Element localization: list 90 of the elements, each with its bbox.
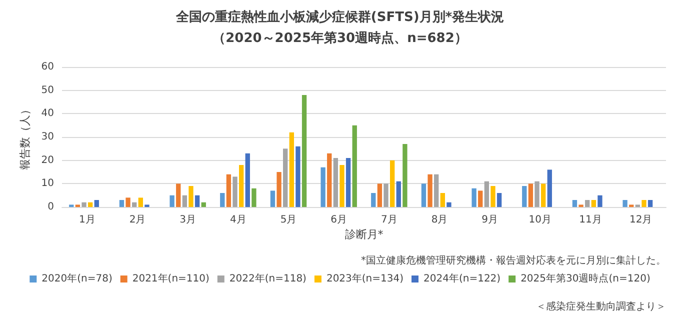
bar [176,184,181,207]
bar [490,186,496,207]
legend-label: 2020年(n=78) [42,272,112,284]
bar [226,174,232,207]
bar [478,190,483,207]
bar [434,174,439,207]
y-tick-label: 0 [48,202,54,212]
bar [472,188,476,207]
bar [182,195,188,207]
legend-label: 2025年第30週時点(n=120) [520,272,650,284]
bar [446,202,452,207]
bar [585,200,590,207]
legend-label: 2022年(n=118) [229,272,307,284]
y-tick-label: 50 [41,84,54,96]
bar [528,184,534,207]
bar [270,190,276,207]
bar [245,153,250,207]
y-tick-label: 20 [41,154,54,166]
x-tick-label: 5月 [280,214,297,226]
bar [371,193,376,207]
bar [302,95,307,207]
x-tick-label: 11月 [579,214,602,226]
bar [138,198,143,207]
bar [252,188,256,207]
bar [126,198,130,207]
bar [88,202,93,207]
y-axis-title: 報告数（人） [18,104,32,170]
bar [622,200,628,207]
bar [421,184,426,207]
bar [346,158,351,207]
bar [440,193,445,207]
bar [496,193,502,207]
bar [119,200,124,207]
bar [598,195,602,207]
bar [132,202,137,207]
bar [642,200,646,207]
bar [591,200,596,207]
x-tick-label: 3月 [180,214,196,226]
bar [201,202,206,207]
bar [94,200,99,207]
bar [327,153,332,207]
x-tick-label: 8月 [431,214,448,226]
bar [352,125,357,207]
bar [648,200,653,207]
bar [534,181,540,207]
bar [170,195,174,207]
bar [283,148,288,207]
legend-label: 2023年(n=134) [326,272,404,284]
x-axis-title: 診断月* [344,228,384,241]
bar [194,195,200,207]
legend-label: 2021年(n=110) [132,272,210,284]
x-tick-label: 12月 [629,214,652,226]
x-tick-label: 6月 [330,214,348,226]
x-tick-label: 1月 [78,214,96,226]
bar [572,200,578,207]
bar [547,170,552,207]
x-tick-label: 4月 [230,214,246,226]
bar [82,202,86,207]
bar [276,172,282,207]
bar [232,176,238,207]
y-tick-label: 60 [41,62,54,72]
text: ＜感染症発生動向調査より＞ [536,300,666,312]
bar [188,186,194,207]
y-tick-label: 40 [41,108,54,120]
x-tick-label: 9月 [482,214,498,226]
bar [396,181,401,207]
chart-title: 全国の重症熱性血小板減少症候群(SFTS)月別*発生状況 [174,9,504,25]
bar [522,186,527,207]
bar [333,158,338,207]
x-tick-label: 10月 [528,214,552,226]
text: *国立健康危機管理研究機構・報告週対応表を元に月別に集計した。 [361,254,666,266]
bar [289,132,294,207]
bar [220,193,225,207]
bar [340,165,344,207]
bar [402,144,408,207]
bar [428,174,432,207]
x-tick-label: 2月 [129,214,146,226]
bar [296,146,300,207]
y-tick-label: 10 [41,178,54,190]
chart-subtitle: （2020～2025年第30週時点、n=682） [212,30,468,46]
bar [540,184,546,207]
bar [377,184,382,207]
bar [238,165,244,207]
legend-label: 2024年(n=122) [424,272,501,284]
y-tick-label: 30 [41,132,54,142]
bar [384,184,388,207]
bar [390,160,395,207]
x-tick-label: 7月 [380,214,398,226]
bar [484,181,490,207]
bar [320,167,326,207]
